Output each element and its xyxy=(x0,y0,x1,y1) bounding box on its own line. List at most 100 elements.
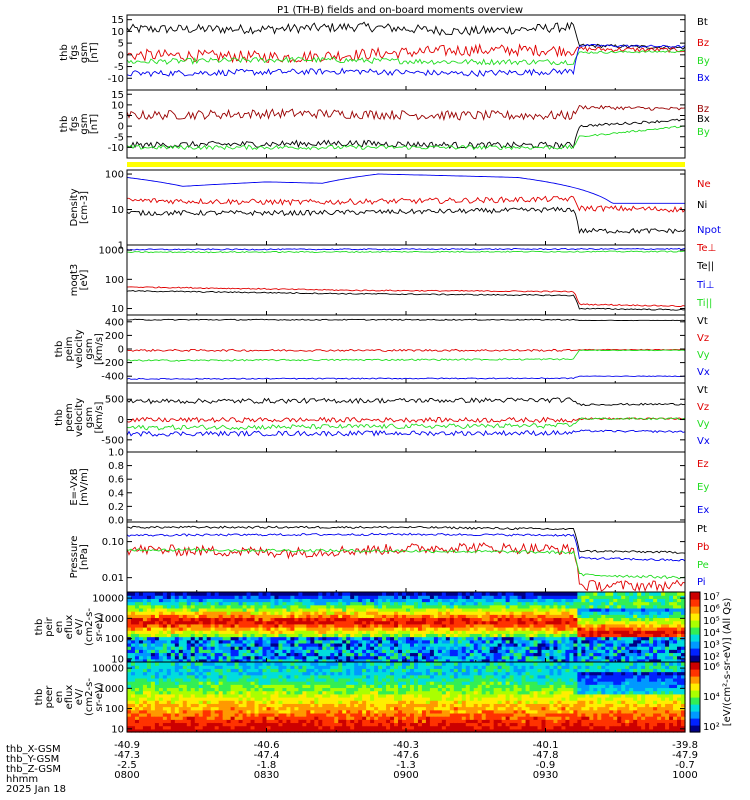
spectrogram-cell xyxy=(190,649,196,654)
spectrogram-cell xyxy=(322,630,327,634)
spectrogram-cell xyxy=(310,693,315,698)
spectrogram-cell xyxy=(621,652,626,657)
spectrogram-cell xyxy=(545,614,551,619)
spectrogram-cell xyxy=(166,595,172,599)
spectrogram-cell xyxy=(294,662,299,666)
spectrogram-cell xyxy=(669,623,674,628)
spectrogram-cell xyxy=(481,655,487,660)
spectrogram-cell xyxy=(358,633,363,638)
spectrogram-cell xyxy=(601,658,606,663)
spectrogram-cell xyxy=(174,674,180,679)
spectrogram-cell xyxy=(577,639,582,644)
spectrogram-cell xyxy=(130,728,136,733)
spectrogram-cell xyxy=(409,595,415,599)
spectrogram-cell xyxy=(138,620,144,625)
spectrogram-cell xyxy=(561,598,567,603)
spectrogram-cell xyxy=(318,687,323,692)
colorbar-segment xyxy=(690,625,700,628)
spectrogram-cell xyxy=(421,649,427,654)
spectrogram-cell xyxy=(541,607,547,612)
spectrogram-cell xyxy=(250,728,256,733)
spectrogram-cell xyxy=(394,601,399,606)
spectrogram-cell xyxy=(262,700,268,704)
spectrogram-cell xyxy=(210,716,216,720)
spectrogram-cell xyxy=(653,620,658,625)
spectrogram-cell xyxy=(509,639,515,644)
spectrogram-cell xyxy=(473,627,479,631)
spectrogram-cell xyxy=(290,598,295,603)
ytick-label: 500 xyxy=(105,395,124,406)
spectrogram-cell xyxy=(497,642,503,647)
spectrogram-cell xyxy=(186,617,192,622)
spectrogram-cell xyxy=(493,639,499,644)
spectrogram-cell xyxy=(318,658,323,663)
spectrogram-cell xyxy=(186,668,192,673)
spectrogram-cell xyxy=(493,598,499,603)
spectrogram-cell xyxy=(473,652,479,657)
spectrogram-cell xyxy=(681,658,686,663)
spectrogram-cell xyxy=(633,658,638,663)
spectrogram-cell xyxy=(146,646,152,650)
colorbar-segment xyxy=(690,630,700,633)
spectrogram-cell xyxy=(589,598,594,603)
spectrogram-cell xyxy=(166,636,172,641)
spectrogram-cell xyxy=(501,636,507,641)
spectrogram-cell xyxy=(362,709,367,714)
spectrogram-cell xyxy=(154,607,160,612)
spectrogram-cell xyxy=(398,665,403,669)
spectrogram-cell xyxy=(330,617,335,622)
spectrogram-cell xyxy=(310,639,315,644)
spectrogram-cell xyxy=(230,719,236,724)
spectrogram-cell xyxy=(134,671,140,676)
spectrogram-cell xyxy=(166,728,172,733)
spectrogram-cell xyxy=(362,627,367,631)
spectrogram-cell xyxy=(609,595,614,599)
spectrogram-cell xyxy=(210,623,216,628)
spectrogram-cell xyxy=(298,607,303,612)
spectrogram-cell xyxy=(366,684,371,689)
spectrogram-cell xyxy=(585,636,590,641)
spectrogram-cell xyxy=(262,690,268,695)
spectrogram-cell xyxy=(238,607,244,612)
spectrogram-cell xyxy=(445,652,451,657)
spectrogram-cell xyxy=(286,703,292,708)
spectrogram-cell xyxy=(258,595,264,599)
colorbar-segment xyxy=(690,644,700,647)
spectrogram-cell xyxy=(210,668,216,673)
spectrogram-cell xyxy=(318,681,323,685)
legend-label: Ni xyxy=(697,200,707,211)
spectrogram-cell xyxy=(170,633,176,638)
spectrogram-cell xyxy=(394,712,399,717)
spectrogram-cell xyxy=(130,681,136,685)
spectrogram-cell xyxy=(326,671,331,676)
spectrogram-cell xyxy=(453,604,459,609)
spectrogram-cell xyxy=(254,722,260,727)
spectrogram-cell xyxy=(230,623,236,628)
spectrogram-cell xyxy=(150,658,156,663)
spectrogram-cell xyxy=(406,700,411,704)
spectrogram-cell xyxy=(170,687,176,692)
spectrogram-cell xyxy=(485,658,491,663)
spectrogram-cell xyxy=(350,668,355,673)
spectrogram-cell xyxy=(649,607,654,612)
spectrogram-cell xyxy=(394,700,399,704)
spectrogram-cell xyxy=(525,592,531,596)
spectrogram-cell xyxy=(250,668,256,673)
spectrogram-cell xyxy=(282,604,288,609)
spectrogram-cell xyxy=(194,601,200,606)
spectrogram-cell xyxy=(162,703,168,708)
spectrogram-cell xyxy=(569,614,574,619)
spectrogram-cell xyxy=(258,706,264,711)
spectrogram-cell xyxy=(142,665,148,669)
ytick-label: 1000 xyxy=(99,614,124,625)
spectrogram-cell xyxy=(593,601,598,606)
spectrogram-cell xyxy=(621,655,626,660)
spectrogram-cell xyxy=(274,604,280,609)
spectrogram-cell xyxy=(394,725,399,730)
spectrogram-cell xyxy=(182,677,188,682)
spectrogram-cell xyxy=(226,617,232,622)
spectrogram-cell xyxy=(322,655,327,660)
spectrogram-cell xyxy=(549,611,555,615)
spectrogram-cell xyxy=(390,662,395,666)
spectrogram-cell xyxy=(449,636,455,641)
